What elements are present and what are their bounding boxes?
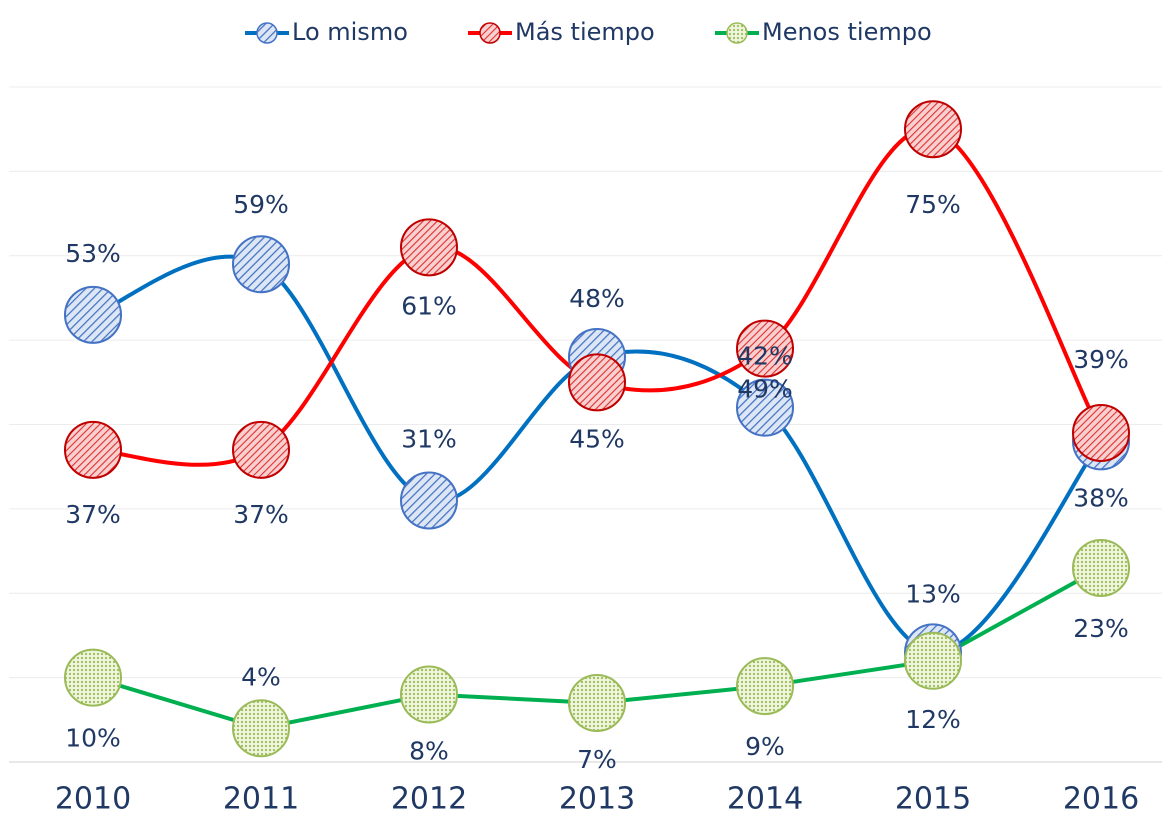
data-label: 7% xyxy=(577,745,617,774)
x-tick-label: 2012 xyxy=(391,782,467,817)
marker xyxy=(1072,403,1130,462)
data-label: 12% xyxy=(905,705,961,734)
x-tick-label: 2014 xyxy=(727,782,803,817)
data-label: 42% xyxy=(737,342,793,371)
legend-label: Lo mismo xyxy=(292,18,408,46)
marker xyxy=(232,699,290,758)
marker xyxy=(904,631,962,690)
legend-marker xyxy=(479,22,501,44)
data-label: 13% xyxy=(905,579,961,608)
marker xyxy=(232,420,290,479)
marker xyxy=(232,235,290,294)
marker xyxy=(64,420,122,479)
data-label: 39% xyxy=(1073,345,1129,374)
marker xyxy=(400,471,458,530)
marker xyxy=(568,353,626,412)
legend-marker xyxy=(256,22,278,44)
data-label: 37% xyxy=(233,500,289,529)
data-label: 61% xyxy=(401,291,457,320)
data-label: 8% xyxy=(409,737,449,766)
x-tick-label: 2013 xyxy=(559,782,635,817)
x-tick-label: 2016 xyxy=(1063,782,1139,817)
legend-label: Más tiempo xyxy=(515,18,655,46)
marker xyxy=(400,218,458,277)
data-label: 75% xyxy=(905,190,961,219)
data-label: 37% xyxy=(65,500,121,529)
marker xyxy=(736,657,794,716)
marker xyxy=(736,378,794,437)
data-label: 38% xyxy=(1073,483,1129,512)
data-label: 45% xyxy=(569,424,625,453)
marker xyxy=(400,665,458,724)
legend-label: Menos tiempo xyxy=(762,18,932,46)
markers xyxy=(64,100,1130,758)
legend-marker xyxy=(726,22,748,44)
data-label: 59% xyxy=(233,190,289,219)
data-label: 48% xyxy=(569,284,625,313)
marker xyxy=(64,285,122,344)
data-label: 31% xyxy=(401,424,457,453)
x-tick-label: 2011 xyxy=(223,782,299,817)
x-tick-label: 2010 xyxy=(55,782,131,817)
marker xyxy=(904,100,962,159)
marker xyxy=(64,648,122,707)
data-label: 10% xyxy=(65,724,121,753)
data-label: 9% xyxy=(745,732,785,761)
legend: Lo mismo Más tiempo Menos tiempo xyxy=(245,18,932,46)
data-label: 4% xyxy=(241,662,281,691)
marker xyxy=(568,673,626,732)
x-tick-label: 2015 xyxy=(895,782,971,817)
labels: 2010 2011 2012 2013 2014 2015 2016 53% 59% 31% 48%… xyxy=(55,190,1139,816)
data-label: 23% xyxy=(1073,614,1129,643)
marker xyxy=(736,319,794,378)
data-label: 49% xyxy=(737,375,793,404)
data-label: 53% xyxy=(65,239,121,268)
marker xyxy=(1072,538,1130,597)
